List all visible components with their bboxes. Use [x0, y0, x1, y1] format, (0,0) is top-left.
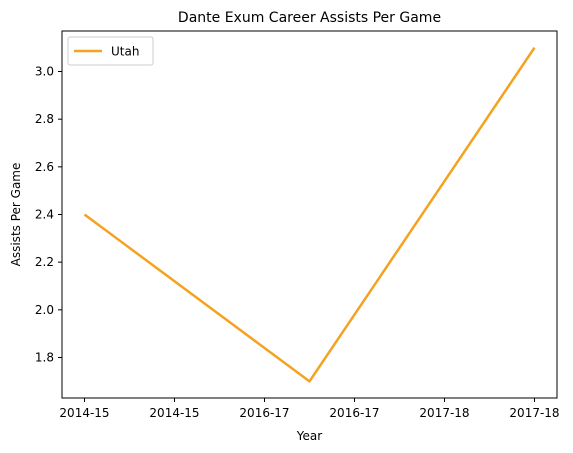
y-tick-label: 2.4 [35, 208, 54, 222]
y-tick-label: 2.8 [35, 112, 54, 126]
legend: Utah [67, 36, 154, 66]
x-tick-label: 2014-15 [59, 406, 109, 420]
series-layer [83, 46, 536, 383]
series-line-utah [83, 46, 536, 383]
y-tick-label: 2.2 [35, 255, 54, 269]
y-tick-label: 3.0 [35, 65, 54, 79]
y-axis-label: Assists Per Game [9, 163, 23, 267]
y-tick-label: 1.8 [35, 350, 54, 364]
y-axis: 1.8 2.0 2.2 2.4 2.6 2.8 3.0 [35, 65, 62, 364]
y-tick-label: 2.0 [35, 303, 54, 317]
x-axis: 2014-15 2014-15 2016-17 2016-17 2017-18 2017-… [59, 398, 560, 420]
x-tick-label: 2014-15 [149, 406, 199, 420]
x-axis-label: Year [296, 429, 322, 443]
x-tick-label: 2017-18 [419, 406, 469, 420]
chart-title: Dante Exum Career Assists Per Game [178, 10, 441, 26]
x-tick-label: 2016-17 [239, 406, 289, 420]
plot-frame [61, 30, 558, 399]
legend-box [67, 36, 154, 66]
x-tick-label: 2016-17 [329, 406, 379, 420]
legend-label: Utah [111, 45, 139, 59]
y-tick-label: 2.6 [35, 160, 54, 174]
x-tick-label: 2017-18 [509, 406, 559, 420]
